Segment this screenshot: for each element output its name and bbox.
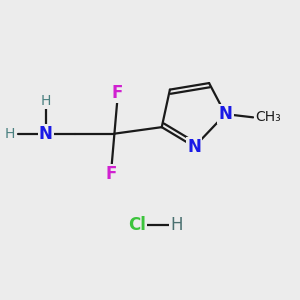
Text: H: H [41, 94, 51, 108]
Text: CH₃: CH₃ [255, 110, 280, 124]
Text: F: F [106, 166, 117, 184]
Text: Cl: Cl [128, 216, 146, 234]
Text: N: N [39, 125, 53, 143]
Text: H: H [170, 216, 183, 234]
Text: F: F [112, 84, 123, 102]
Text: H: H [4, 127, 15, 141]
Text: N: N [188, 138, 201, 156]
Text: N: N [218, 105, 232, 123]
